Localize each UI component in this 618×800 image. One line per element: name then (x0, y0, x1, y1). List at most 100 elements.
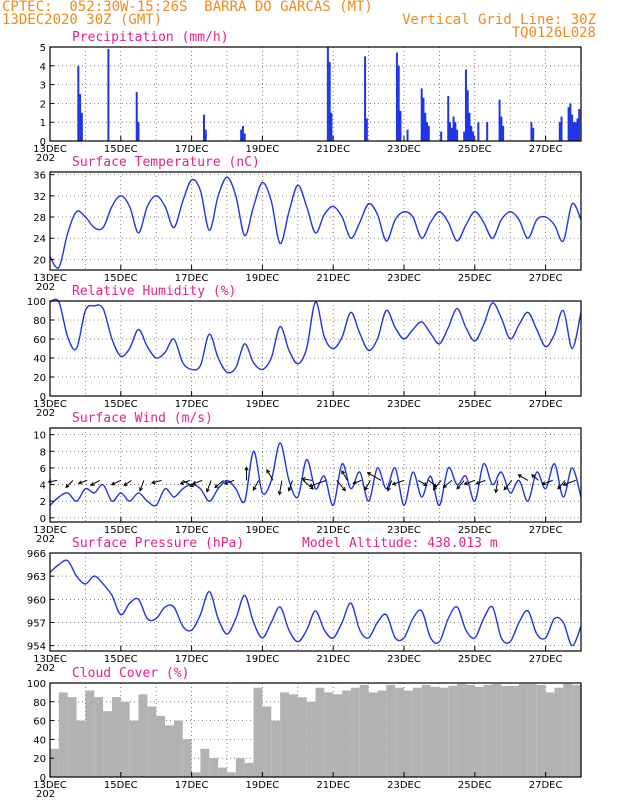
y-tick-label: 0 (40, 392, 46, 403)
precip-bar (204, 129, 207, 141)
x-tick-label: 23DEC (387, 399, 421, 410)
wind-arrow-shaft (387, 480, 393, 491)
y-tick-label: 3 (40, 81, 46, 92)
precip-bar (427, 125, 430, 141)
precip-bar (472, 131, 475, 141)
x-year-label: 202 (36, 153, 55, 164)
wind-arrow-shaft (65, 480, 74, 488)
precip-bar (477, 122, 480, 141)
precip-bar (243, 133, 246, 141)
wind-arrow-shaft (364, 480, 371, 491)
cloud-bar (421, 684, 431, 777)
wind-arrow (214, 480, 224, 489)
panel-frame (49, 682, 582, 778)
panel-4: 0 2 4 6 8 10 13DEC 15DEC 17DEC 19DEC 21DEC 23DEC 25D… (33, 411, 582, 545)
x-tick-label: 25DEC (458, 525, 492, 536)
precip-bar (399, 110, 402, 141)
y-tick-label: 100 (27, 297, 46, 308)
cloud-bar (333, 694, 343, 777)
precip-bar (397, 65, 400, 141)
wind-arrow-shaft (392, 479, 405, 486)
precip-bar (470, 125, 473, 141)
wind-arrow-head (557, 485, 562, 490)
wind-arrow (352, 479, 362, 485)
x-tick-label: 23DEC (387, 273, 421, 284)
wind-arrow-shaft (557, 480, 566, 490)
x-tick-label: 21DEC (316, 144, 350, 155)
x-tick-label: 17DEC (175, 525, 209, 536)
cloud-bar (103, 711, 112, 777)
precip-bar (560, 116, 563, 141)
cloud-bar (563, 683, 573, 777)
cloud-bar (324, 692, 334, 777)
panel-title: Surface Temperature (nC) (72, 155, 260, 170)
wind-arrow (562, 479, 576, 486)
cloud-bar (448, 685, 458, 777)
x-year-label: 202 (36, 789, 55, 800)
cloud-bar (439, 687, 449, 777)
wind-arrow-head (223, 480, 229, 485)
y-tick-label: 2 (40, 497, 46, 508)
wind-arrow-head (244, 466, 249, 471)
x-tick-label: 27DEC (529, 273, 563, 284)
wind-arrow-head (463, 481, 468, 486)
x-tick-label: 13DEC (33, 525, 67, 536)
cloud-bar (111, 697, 121, 777)
x-tick-label: 17DEC (175, 273, 209, 284)
precip-bar (440, 131, 443, 141)
precip-bar (572, 122, 575, 141)
wind-arrow (417, 479, 428, 486)
precip-bar (364, 56, 367, 141)
precip-bar (468, 112, 471, 141)
precip-bar (571, 114, 574, 141)
y-tick-label: 100 (27, 679, 46, 690)
precip-bar (80, 112, 83, 141)
x-tick-label: 19DEC (246, 525, 280, 536)
wind-arrow (366, 472, 382, 481)
wind-arrow (123, 479, 132, 487)
precip-bar (464, 69, 467, 141)
panel-subtitle: Model Altitude: 438.013 m (302, 536, 498, 551)
x-tick-label: 23DEC (387, 525, 421, 536)
x-tick-label: 21DEC (316, 525, 350, 536)
wind-arrow (364, 480, 371, 491)
header-run-time: 13DEC2020 30Z (GMT) (2, 12, 163, 28)
wind-arrow (336, 480, 346, 492)
precip-bar (79, 94, 82, 141)
cloud-bar (412, 687, 422, 777)
header-location: CPTEC: 052:30W-15:26S BARRA DO GARCAS (M… (2, 0, 373, 15)
cloud-bar (545, 692, 555, 777)
precip-bar (107, 48, 110, 141)
panel-background (50, 428, 581, 522)
wind-arrow (557, 480, 566, 490)
wind-arrow-shaft (495, 480, 499, 493)
precip-bar (454, 122, 457, 141)
wind-arrow-head (191, 480, 197, 485)
precip-bar (77, 65, 80, 141)
wind-arrow (179, 479, 191, 485)
wind-arrow-shaft (78, 479, 88, 484)
cloud-bar (519, 683, 528, 777)
panel-background (50, 553, 581, 651)
x-tick-label: 13DEC (33, 144, 67, 155)
y-tick-label: 60 (33, 335, 46, 346)
x-tick-label: 15DEC (104, 144, 138, 155)
x-tick-label: 21DEC (316, 780, 350, 791)
y-tick-label: 960 (27, 595, 46, 606)
y-tick-label: 20 (33, 255, 46, 266)
wind-arrow-head (139, 487, 144, 492)
wind-arrow (391, 479, 405, 486)
cloud-bar (138, 694, 148, 777)
cloud-bar (457, 683, 466, 777)
wind-arrow (77, 479, 88, 485)
y-tick-label: 80 (33, 316, 46, 327)
wind-arrow (341, 469, 348, 481)
precip-bar (498, 99, 501, 141)
cloud-bar (191, 772, 201, 777)
x-tick-label: 13DEC (33, 780, 67, 791)
wind-arrow-shaft (192, 479, 203, 485)
wind-arrow-shaft (206, 480, 212, 492)
precip-bar (135, 92, 138, 141)
precip-bar (530, 122, 533, 141)
cloud-bar (120, 701, 130, 777)
